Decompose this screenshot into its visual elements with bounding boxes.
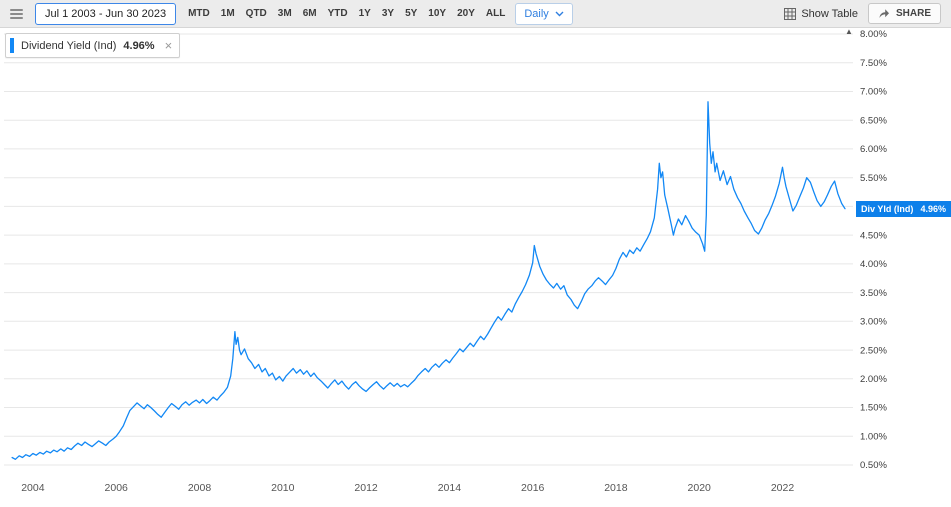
period-1y[interactable]: 1Y xyxy=(358,8,371,19)
x-tick-label: 2010 xyxy=(271,482,295,494)
period-20y[interactable]: 20Y xyxy=(457,8,475,19)
x-tick-label: 2016 xyxy=(521,482,545,494)
y-tick-label: 6.00% xyxy=(860,144,887,155)
frequency-select[interactable]: Daily xyxy=(515,2,573,25)
show-table-button[interactable]: Show Table xyxy=(784,7,858,20)
chevron-down-icon xyxy=(555,11,564,16)
y-tick-label: 4.50% xyxy=(860,230,887,241)
y-tick-label: 3.50% xyxy=(860,288,887,299)
x-tick-label: 2018 xyxy=(604,482,628,494)
y-tick-label: 4.00% xyxy=(860,259,887,270)
y-tick-label: 6.50% xyxy=(860,115,887,126)
frequency-value: Daily xyxy=(524,7,549,20)
share-label: SHARE xyxy=(895,8,931,19)
y-tick-label: 1.00% xyxy=(860,432,887,443)
x-tick-label: 2004 xyxy=(21,482,45,494)
share-icon xyxy=(879,9,889,18)
period-6m[interactable]: 6M xyxy=(302,8,317,19)
y-tick-label: 7.00% xyxy=(860,87,887,98)
toolbar: Jul 1 2003 - Jun 30 2023 MTD 1M QTD 3M 6… xyxy=(0,0,951,28)
y-tick-label: 7.50% xyxy=(860,58,887,69)
period-ytd[interactable]: YTD xyxy=(327,8,348,19)
period-all[interactable]: ALL xyxy=(485,8,506,19)
menu-icon[interactable] xyxy=(8,6,25,22)
chart-line xyxy=(11,101,846,460)
y-tick-label: 0.50% xyxy=(860,460,887,471)
current-value-label: Div Yld (Ind) xyxy=(861,204,914,214)
x-tick-label: 2022 xyxy=(771,482,795,494)
y-tick-label: 2.50% xyxy=(860,345,887,356)
x-tick-label: 2006 xyxy=(105,482,129,494)
period-qtd[interactable]: QTD xyxy=(245,8,267,19)
period-3y[interactable]: 3Y xyxy=(381,8,395,19)
y-tick-label: 8.00% xyxy=(860,29,887,40)
close-icon[interactable]: × xyxy=(164,38,173,53)
y-tick-label: 3.00% xyxy=(860,317,887,328)
series-color-bar xyxy=(10,38,14,53)
period-buttons: MTD 1M QTD 3M 6M YTD 1Y 3Y 5Y 10Y 20Y AL… xyxy=(188,8,505,19)
x-tick-label: 2014 xyxy=(438,482,462,494)
series-legend-value: 4.96% xyxy=(123,39,155,52)
y-tick-label: 1.50% xyxy=(860,403,887,414)
chart-area: 8.00%7.50%7.00%6.50%6.00%5.50%5.00%4.50%… xyxy=(0,28,951,507)
y-tick-label: 5.50% xyxy=(860,173,887,184)
period-3m[interactable]: 3M xyxy=(277,8,292,19)
x-tick-label: 2008 xyxy=(188,482,212,494)
share-button[interactable]: SHARE xyxy=(867,3,941,24)
series-legend-label: Dividend Yield (Ind) xyxy=(21,39,117,52)
period-mtd[interactable]: MTD xyxy=(188,8,210,19)
series-legend-chip[interactable]: Dividend Yield (Ind) 4.96% × xyxy=(5,33,181,58)
period-5y[interactable]: 5Y xyxy=(405,8,418,19)
date-range-button[interactable]: Jul 1 2003 - Jun 30 2023 xyxy=(35,2,177,25)
current-value-number: 4.96% xyxy=(920,204,946,214)
x-tick-label: 2020 xyxy=(688,482,712,494)
period-1m[interactable]: 1M xyxy=(220,8,235,19)
chart-canvas[interactable]: 8.00%7.50%7.00%6.50%6.00%5.50%5.00%4.50%… xyxy=(0,28,951,507)
axis-scroll-up-icon[interactable]: ▲ xyxy=(845,27,853,36)
y-tick-label: 2.00% xyxy=(860,374,887,385)
table-icon xyxy=(784,7,797,20)
current-value-tag: Div Yld (Ind) 4.96% xyxy=(856,201,951,217)
show-table-label: Show Table xyxy=(801,7,858,20)
x-tick-label: 2012 xyxy=(354,482,378,494)
period-10y[interactable]: 10Y xyxy=(428,8,447,19)
